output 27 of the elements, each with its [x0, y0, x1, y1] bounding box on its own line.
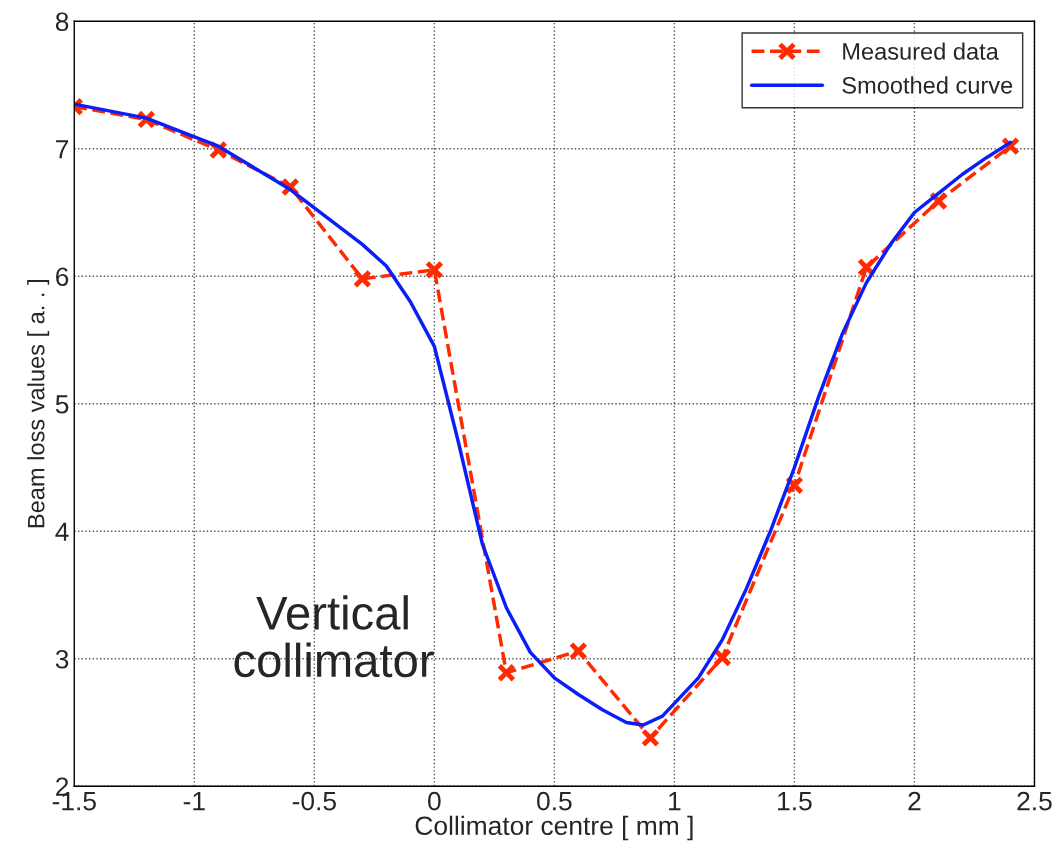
legend-label: Measured data — [843, 42, 999, 60]
y-tick-label: 7 — [56, 140, 69, 159]
x-tick-label: 1.5 — [778, 792, 812, 811]
point — [424, 260, 444, 280]
point — [713, 648, 732, 667]
y-tick-label: 8 — [55, 12, 69, 32]
point — [1001, 136, 1020, 156]
y-axis-title: Beam loss values [ a. . ] — [27, 280, 50, 528]
x-tick-label: 2.5 — [1017, 791, 1052, 811]
x-tick-label: 0.5 — [537, 791, 572, 811]
x-tick-label: -0.5 — [292, 791, 336, 811]
legend-label: Smoothed curve — [842, 76, 1013, 94]
x-axis-title: Collimator centre [ mm ] — [415, 815, 693, 841]
point — [641, 728, 660, 748]
y-tick-label: 3 — [55, 649, 69, 669]
x-tick-label: 2 — [908, 791, 921, 811]
point — [857, 257, 876, 277]
point — [569, 641, 588, 661]
y-tick-label: 4 — [55, 522, 69, 541]
annotation: Vertical collimator — [234, 595, 434, 678]
x-tick-label: -1 — [183, 792, 205, 811]
x-tick-label: 1 — [669, 792, 681, 811]
y-tick-label: 6 — [56, 267, 69, 287]
point — [496, 663, 516, 683]
point — [352, 269, 372, 289]
x-tick-label: 0 — [428, 791, 441, 811]
y-tick-label: 5 — [55, 395, 69, 414]
